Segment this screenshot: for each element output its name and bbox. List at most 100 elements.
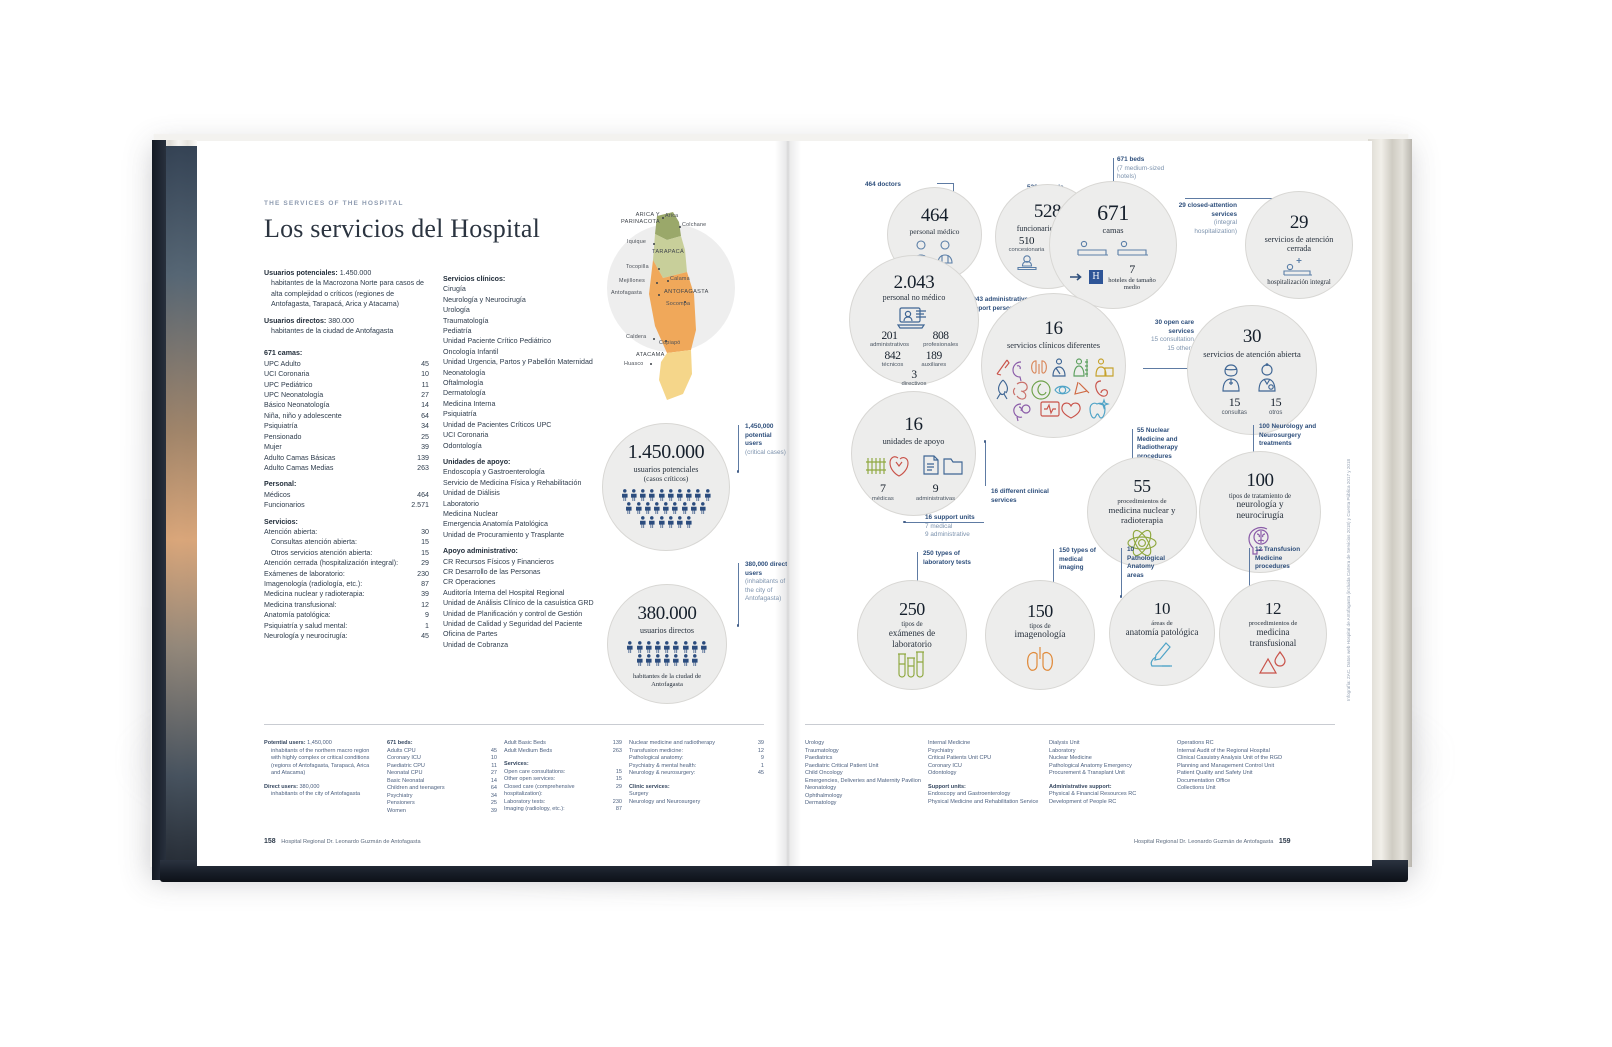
- list-item: Child Oncology: [805, 770, 843, 777]
- list-item: Dermatology: [805, 800, 837, 807]
- list-item: Unidad de Diálisis: [443, 489, 500, 498]
- callout-neurology: 100 Neurology and Neurosurgery treatment…: [1259, 423, 1317, 448]
- person-icon: [640, 515, 646, 528]
- leader-clinical-services: [985, 441, 986, 486]
- list-item: Unidad de Cobranza: [443, 640, 509, 649]
- list-item: Odontología: [443, 441, 482, 450]
- left-text-column: Usuarios potenciales: 1.450.000 habitante…: [264, 268, 429, 641]
- bubble-caption-1: usuarios potenciales: [633, 465, 699, 474]
- footer-column-clinic: Nuclear medicine and radiotherapy 39 Trans…: [629, 740, 764, 806]
- person-icon: [635, 502, 642, 515]
- row-label: Psiquiatría: [264, 422, 298, 431]
- bubble-value: 671: [1097, 200, 1129, 225]
- bubble-caption-small: tipos de tratamiento de: [1228, 493, 1292, 500]
- person-icon: [667, 515, 674, 528]
- list-item: Odontology: [928, 770, 957, 777]
- footer-admin-heading: Administrative support:: [1049, 783, 1112, 790]
- list-item: Collections Unit: [1177, 785, 1216, 792]
- row-label: Adulto Camas Medias: [264, 463, 334, 472]
- data-row: Psiquiatría y salud mental: 1: [264, 621, 429, 631]
- map-dot-arica: [662, 217, 664, 219]
- map-label-antofagasta-region: ANTOFAGASTA: [664, 289, 709, 295]
- bubble-sub-label: otros: [1269, 410, 1283, 416]
- bubble-caption: personal no médico: [882, 293, 946, 302]
- list-item: Planning and Management Control Unit: [1177, 762, 1275, 769]
- footer-row: Basic Neonatal 14: [387, 777, 497, 784]
- list-item: Pathological Anatomy Emergency: [1049, 762, 1132, 769]
- person-icon: [664, 640, 670, 653]
- data-row: UCI Coronaria 10: [264, 369, 429, 379]
- footer-rule-left: [264, 724, 764, 725]
- bubble-sub-value: 201: [881, 329, 898, 342]
- hospital-h-icon: H: [1089, 269, 1103, 284]
- bubble-sub-label: auxiliares: [921, 361, 947, 368]
- leader-tip-pathology: [1119, 595, 1123, 598]
- data-row: Anatomía patológica: 9: [264, 610, 429, 620]
- bubble-caption-2: (casos críticos): [643, 473, 689, 483]
- callout-clinical-services: 16 different clinical services: [991, 488, 1049, 504]
- leader-tip-potential: [736, 470, 740, 473]
- list-item: Cirugía: [443, 285, 466, 294]
- folio-right: Hospital Regional Dr. Leonardo Guzmán de…: [1134, 838, 1291, 845]
- leader-doctors-h: [937, 183, 954, 184]
- row-label: Consultas atención abierta:: [271, 538, 357, 547]
- callout-open-care: 30 open care services 15 consultation 15…: [1151, 319, 1194, 352]
- region-antofagasta-shape: [649, 260, 696, 353]
- list-item: UCI Coronaria: [443, 431, 489, 440]
- bubble-value: 250: [899, 599, 925, 619]
- person-icon: [690, 502, 697, 515]
- map-dot-mejillones: [656, 282, 658, 284]
- footer-potential-note: inhabitants of the northern macro region…: [271, 747, 370, 777]
- bubble-value: 464: [920, 205, 949, 226]
- callout-support-units: 16 support units 7 medical 9 administrat…: [925, 514, 975, 539]
- map-dot-iquique: [653, 243, 655, 245]
- list-item: Internal Medicine: [928, 740, 971, 746]
- row-label: Pensionado: [264, 432, 302, 441]
- people-pictogram-potential: [613, 488, 719, 530]
- list-item: Emergencies, Deliveries and Maternity Pa…: [805, 777, 921, 784]
- nurse-doctor-icon: [1222, 363, 1276, 392]
- list-item: Oficina de Partes: [443, 630, 498, 639]
- bed-icon: [1077, 240, 1148, 256]
- list-item: Pediatría: [443, 327, 472, 336]
- list-item: Auditoría Interna del Hospital Regional: [443, 588, 565, 597]
- bubble-sub-value: 189: [925, 349, 942, 362]
- row-label: Médicos: [264, 490, 291, 499]
- bubble-value: 1.450.000: [627, 441, 705, 463]
- person-icon: [667, 488, 674, 501]
- row-label: Psiquiatría y salud mental:: [264, 621, 348, 630]
- workstation-icon: [896, 307, 926, 329]
- bubble-sub-label-a: concesionaria: [1008, 247, 1045, 253]
- map-label-huasco: Huasco: [624, 361, 644, 367]
- person-icon: [686, 515, 692, 528]
- callout-pathology: 10 Pathological Anatomy areas: [1127, 546, 1165, 579]
- bubble-sub-value: 9: [932, 480, 939, 495]
- map-dot-calama: [667, 280, 669, 282]
- list-item: Urology: [805, 740, 825, 746]
- mid-text-column: Servicios clínicos: Cirugía Neurología y N…: [443, 268, 595, 650]
- person-icon: [658, 515, 665, 528]
- person-icon: [626, 502, 633, 515]
- footer-row: Psychiatry & mental health: 1: [629, 762, 764, 769]
- row-value: 15: [421, 548, 429, 557]
- bubble-caption: neurología y neurocirugía: [1236, 500, 1284, 522]
- list-item: Neurología y Neurocirugía: [443, 295, 526, 304]
- section-heading: Unidades de apoyo:: [443, 457, 511, 466]
- row-value: 139: [417, 453, 429, 462]
- person-icon: [655, 640, 661, 653]
- footer-row: Imaging (radiology, etc.): 87: [504, 806, 622, 813]
- data-row: Exámenes de laboratorio: 230: [264, 569, 429, 579]
- bubble-sub-value-a: 510: [1018, 235, 1035, 247]
- page-edges-right: [1368, 139, 1412, 867]
- person-icon: [682, 640, 689, 653]
- leader-transfusion: [1249, 548, 1250, 596]
- row-label: Atención cerrada (hospitalización integr…: [264, 559, 399, 568]
- map-label-tarapaca-region: TARAPACÁ: [652, 249, 685, 255]
- atom-icon: [1127, 530, 1157, 557]
- bubble-sub-value: 3: [911, 368, 917, 381]
- leader-tip-direct: [736, 624, 740, 627]
- list-item: Psiquiatría: [443, 410, 477, 419]
- person-icon: [681, 502, 688, 515]
- list-item: Dermatología: [443, 389, 486, 398]
- callout-beds: 671 beds (7 medium-sized hotels): [1117, 156, 1165, 181]
